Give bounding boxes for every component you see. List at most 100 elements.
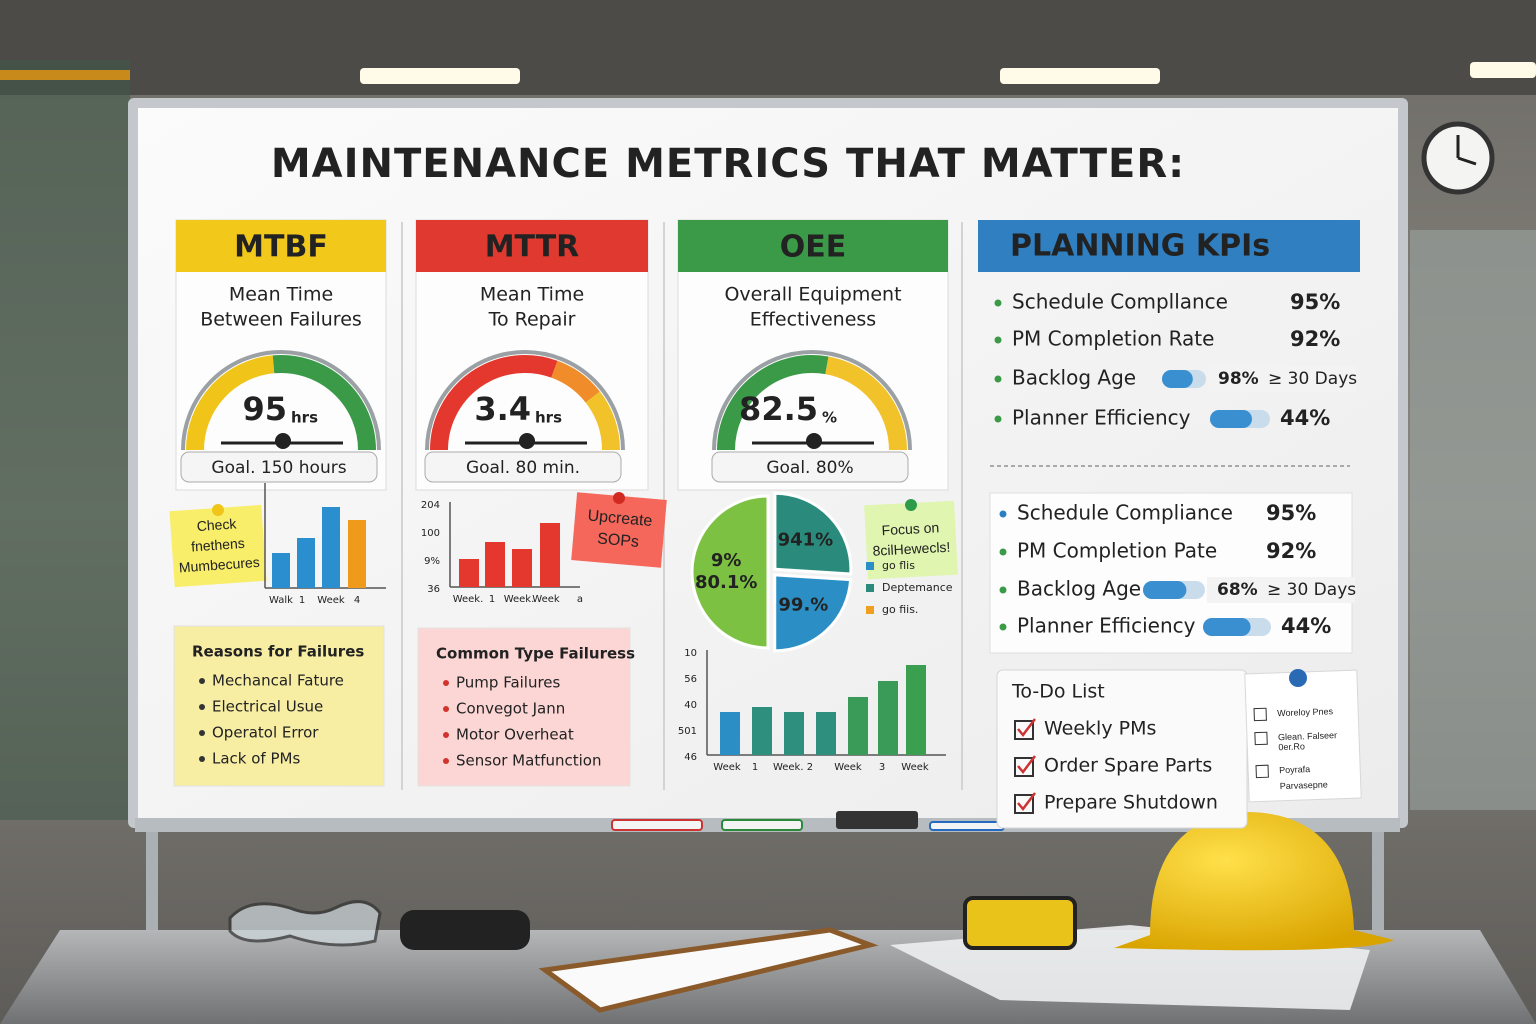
x-tick-label: 1 <box>752 762 758 773</box>
note-text: 0er.Ro <box>1278 741 1305 752</box>
checkbox <box>1014 794 1034 814</box>
list-item: Operatol Error <box>212 724 319 742</box>
gauge-segment <box>430 355 558 451</box>
kpi-name: Planner Efficiency <box>1017 614 1196 638</box>
tool <box>400 910 530 950</box>
marker <box>929 821 1005 831</box>
checkmark <box>1017 718 1036 738</box>
bullet <box>199 704 205 710</box>
pin <box>1289 669 1307 687</box>
eraser <box>836 811 918 829</box>
bar <box>878 681 898 755</box>
pie-slice <box>773 573 853 653</box>
y-tick-label: 9% <box>424 556 440 567</box>
kpi-value: 98% <box>1218 369 1259 389</box>
gauge-rim <box>181 350 381 451</box>
note-checkbox <box>1255 764 1269 779</box>
sticky-paper <box>169 504 267 588</box>
kpi-name: Schedule Compliance <box>1017 501 1233 525</box>
kpi-value: 92% <box>1266 539 1316 563</box>
legend-swatch <box>866 562 874 570</box>
kpi-value: 92% <box>1290 327 1340 351</box>
ceiling-light <box>1000 68 1160 84</box>
gauge-segment <box>717 355 829 451</box>
marker <box>611 819 703 831</box>
y-tick-label: 501 <box>678 726 697 737</box>
ceiling-light <box>1470 62 1536 78</box>
note-text: Upcreate <box>587 507 653 530</box>
pin <box>212 504 224 516</box>
bullet <box>994 299 1002 307</box>
panel-header-text: OEE <box>780 230 847 265</box>
kpi-name: Backlog Age <box>1012 366 1136 390</box>
legend-label: Deptemance <box>882 581 953 594</box>
list-note <box>173 625 385 787</box>
x-tick-label: Week <box>532 594 560 605</box>
bar <box>348 520 366 588</box>
value-box <box>1207 577 1355 603</box>
gauge-segment <box>585 391 620 451</box>
pie-slice <box>773 491 853 576</box>
note-text: Mumbecures <box>178 554 260 576</box>
x-tick-label: 4 <box>354 595 360 606</box>
gauge-rim <box>712 350 912 451</box>
pin <box>613 492 625 504</box>
list-item: Mechancal Fature <box>212 672 344 690</box>
board-leg <box>1372 820 1384 930</box>
kpi-name: Schedule Compllance <box>1012 290 1228 314</box>
x-tick-label: 3 <box>879 762 885 773</box>
bullet <box>994 336 1002 344</box>
bullet <box>199 756 205 762</box>
pie-label: 80.1% <box>695 572 757 593</box>
safety-glasses <box>228 900 382 947</box>
bar <box>297 538 315 588</box>
panel-header <box>416 220 648 272</box>
gauge-segment <box>551 360 600 403</box>
panel-header <box>678 220 948 272</box>
gauge-segment <box>272 355 376 451</box>
pie-label: 99.% <box>778 594 828 615</box>
x-tick-label: Week <box>317 595 345 606</box>
bullet <box>999 586 1007 594</box>
bar <box>848 697 868 755</box>
kpi-extra: ≥ 30 Days <box>1267 580 1356 600</box>
bullet <box>994 415 1002 423</box>
bar <box>512 549 532 587</box>
bar <box>816 712 836 755</box>
x-tick-label: 1 <box>489 594 495 605</box>
legend-swatch <box>866 606 874 614</box>
note-text: Poyrafa <box>1279 764 1310 775</box>
kpi-value: 44% <box>1281 614 1331 638</box>
goal-box <box>180 451 378 483</box>
gauge-hub <box>806 433 822 449</box>
gauge-value: 82.5 <box>739 390 818 428</box>
todo-item: Weekly PMs <box>1044 718 1156 740</box>
bar <box>784 712 804 755</box>
clipboard <box>538 927 879 1013</box>
bar <box>272 553 290 588</box>
panel-subtitle: To Repair <box>488 309 576 331</box>
list-item: Motor Overheat <box>456 726 574 744</box>
list-note <box>417 627 631 787</box>
list-title: Reasons for Failures <box>192 643 364 661</box>
checkmark <box>1017 792 1036 812</box>
panel-header-text: PLANNING KPIs <box>1010 229 1270 264</box>
bullet <box>443 732 449 738</box>
pie-label: 9% <box>711 550 742 571</box>
list-item: Lack of PMs <box>212 750 300 768</box>
ceiling-light <box>360 68 520 84</box>
ceiling <box>0 0 1536 95</box>
gauge-hub <box>275 433 291 449</box>
gauge-hub <box>519 433 535 449</box>
list-item: Sensor Matfunction <box>456 752 601 770</box>
panel-subtitle: Between Failures <box>200 309 362 331</box>
bullet <box>999 548 1007 556</box>
shelving <box>0 60 130 820</box>
y-tick-label: 10 <box>684 648 697 659</box>
note-text: SOPs <box>597 530 640 551</box>
